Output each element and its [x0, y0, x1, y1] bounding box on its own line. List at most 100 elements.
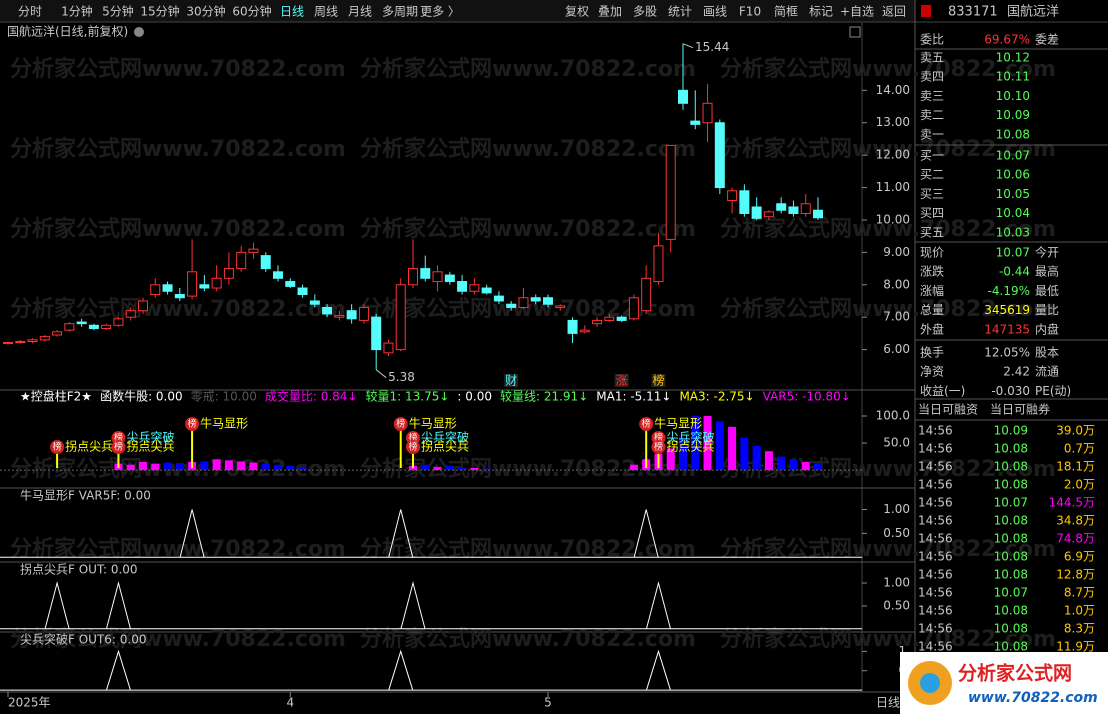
candle-body: [493, 295, 504, 302]
tick-volume: 1.0万: [1064, 604, 1095, 618]
badge-text: 榜: [654, 432, 663, 444]
watermark: 分析家公式网www.70822.com: [720, 216, 1056, 242]
tool-button[interactable]: 复权: [565, 5, 589, 19]
tool-button[interactable]: +自选: [840, 5, 874, 19]
tool-button[interactable]: 画线: [703, 5, 727, 19]
stat-label: 现价: [920, 246, 944, 260]
watermark: 分析家公式网www.70822.com: [10, 536, 346, 562]
signal-label: 尖兵突破: [421, 430, 469, 445]
badge-text: 榜: [654, 441, 663, 453]
tick-price: 10.08: [994, 460, 1028, 474]
y-tick-label: 1.: [899, 644, 910, 658]
indicator-bar: [482, 468, 491, 471]
candle-body: [383, 342, 394, 354]
tool-button[interactable]: 叠加: [598, 5, 622, 19]
flag-box: [614, 374, 629, 387]
icon[interactable]: [134, 27, 144, 37]
signal-peak: [388, 509, 414, 558]
annotation-leader: [682, 43, 694, 49]
period-tab[interactable]: 60分钟: [232, 4, 271, 19]
indicator-header: MA1: -5.11↓: [596, 390, 671, 404]
icon[interactable]: [849, 26, 861, 38]
stat-label: PE(动): [1035, 384, 1071, 398]
tool-button[interactable]: F10: [739, 5, 761, 19]
candle-body: [88, 324, 99, 330]
indicator-bar: [740, 437, 749, 471]
candle-body: [162, 284, 173, 292]
tick-time: 14:56: [918, 460, 953, 474]
indicator-bar: [249, 462, 258, 471]
period-tab[interactable]: 分时: [18, 5, 42, 19]
candle-body: [346, 310, 357, 320]
candle-body: [273, 271, 283, 279]
ask-price: 10.09: [996, 108, 1030, 122]
tick-volume: 8.7万: [1064, 586, 1095, 600]
logo-icon: [920, 673, 940, 693]
period-tab[interactable]: 月线: [348, 5, 372, 19]
candle-body: [187, 271, 198, 297]
period-tab[interactable]: 周线: [314, 5, 338, 19]
badge-text: 榜: [408, 432, 417, 444]
bid-price: 10.05: [996, 187, 1030, 201]
period-tab[interactable]: 15分钟: [140, 4, 179, 19]
tab[interactable]: 当日可融券: [990, 402, 1050, 417]
tick-volume: 11.9万: [1056, 640, 1095, 654]
indicator-header: 零戒: 10.00: [191, 390, 257, 404]
indicator-bar: [814, 463, 822, 471]
indicator-header: VAR5: -10.80↓: [763, 390, 851, 404]
period-tab[interactable]: 多周期: [382, 5, 418, 19]
tab[interactable]: 当日可融资: [918, 403, 978, 417]
y-tick-label: 8.00: [883, 277, 910, 291]
tick-price: 10.08: [994, 622, 1028, 636]
period-label: 日线: [876, 696, 900, 710]
signal-peak: [179, 509, 205, 558]
indicator-header: 成交量比: 0.84↓: [265, 389, 358, 404]
y-tick-label: 1.00: [883, 502, 910, 516]
watermark: 分析家公式网www.70822.com: [10, 216, 346, 242]
x-tick-label: 5: [544, 696, 552, 710]
watermark: 分析家公式网www.70822.com: [720, 136, 1056, 162]
indicator-bar: [286, 465, 295, 471]
tool-button[interactable]: 标记: [809, 5, 833, 19]
tick-volume: 6.9万: [1064, 550, 1095, 564]
ask-price: 10.08: [996, 127, 1030, 141]
watermark: 分析家公式网www.70822.com: [720, 456, 1056, 482]
signal-badge: [393, 417, 408, 431]
candle-body: [3, 341, 13, 344]
period-tab[interactable]: 日线: [280, 5, 304, 19]
ask-price: 10.12: [996, 51, 1030, 65]
bid-label: 买三: [920, 187, 944, 201]
tick-time: 14:56: [918, 640, 953, 654]
period-tab[interactable]: 5分钟: [102, 4, 134, 19]
stat-label: 外盘: [920, 321, 944, 336]
candle-body: [800, 203, 811, 214]
badge-text: 榜: [188, 418, 197, 430]
candle-body: [727, 190, 738, 202]
candle-body: [444, 274, 455, 283]
badge-text: 榜: [114, 441, 123, 453]
candle-body: [628, 297, 639, 320]
candle-body: [653, 245, 664, 283]
tick-price: 10.08: [994, 514, 1028, 528]
tool-button[interactable]: 统计: [668, 5, 692, 19]
stat-label: 涨幅: [920, 283, 944, 298]
tool-button[interactable]: 简框: [774, 5, 798, 19]
tick-time: 14:56: [918, 550, 953, 564]
signal-label: 牛马显形: [200, 416, 248, 431]
indicator-bar: [458, 467, 467, 471]
period-tab[interactable]: 1分钟: [61, 4, 93, 19]
tool-button[interactable]: 返回: [882, 5, 906, 19]
period-tab[interactable]: 30分钟: [186, 4, 225, 19]
candle-body: [322, 306, 333, 315]
bid-label: 买四: [920, 206, 944, 220]
signal-label: 尖兵突破: [666, 430, 714, 445]
period-tab[interactable]: 更多 〉: [420, 5, 460, 19]
tool-button[interactable]: 多股: [633, 5, 657, 19]
indicator-bar: [175, 463, 184, 471]
indicator-bar: [752, 445, 761, 471]
stat-label: 收益(一): [920, 384, 965, 398]
indicator-bar: [691, 415, 700, 471]
indicator-header: 函数牛股: 0.00: [100, 389, 183, 404]
tick-price: 10.08: [994, 532, 1028, 546]
